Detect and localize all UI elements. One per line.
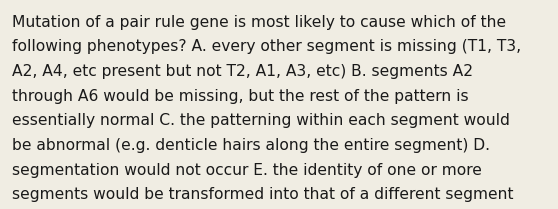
- Text: essentially normal C. the patterning within each segment would: essentially normal C. the patterning wit…: [12, 113, 510, 128]
- Text: A2, A4, etc present but not T2, A1, A3, etc) B. segments A2: A2, A4, etc present but not T2, A1, A3, …: [12, 64, 473, 79]
- Text: following phenotypes? A. every other segment is missing (T1, T3,: following phenotypes? A. every other seg…: [12, 39, 521, 54]
- Text: be abnormal (e.g. denticle hairs along the entire segment) D.: be abnormal (e.g. denticle hairs along t…: [12, 138, 490, 153]
- Text: segmentation would not occur E. the identity of one or more: segmentation would not occur E. the iden…: [12, 163, 482, 178]
- Text: segments would be transformed into that of a different segment: segments would be transformed into that …: [12, 187, 514, 202]
- Text: through A6 would be missing, but the rest of the pattern is: through A6 would be missing, but the res…: [12, 89, 469, 104]
- Text: Mutation of a pair rule gene is most likely to cause which of the: Mutation of a pair rule gene is most lik…: [12, 15, 507, 30]
